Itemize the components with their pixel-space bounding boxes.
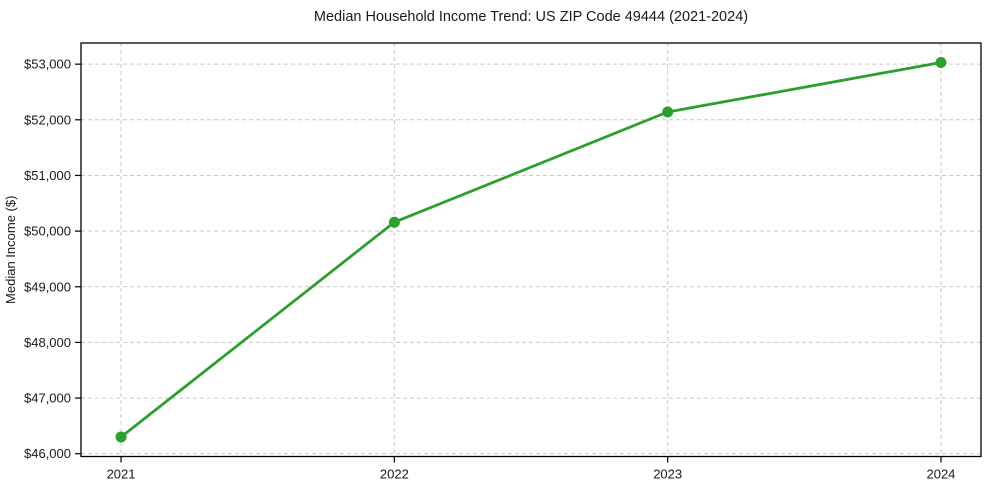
income-trend-line: [119, 61, 943, 439]
x-tick-label: 2023: [653, 467, 682, 482]
y-tick-label: $46,000: [24, 446, 71, 461]
y-tick-label: $49,000: [24, 279, 71, 294]
y-tick-label: $53,000: [24, 57, 71, 72]
data-point-2023: [662, 106, 674, 118]
plot-border: [80, 42, 982, 458]
y-tick-label: $50,000: [24, 224, 71, 239]
data-point-2022: [388, 216, 400, 228]
y-tick-label: $47,000: [24, 391, 71, 406]
y-tick-label: $52,000: [24, 112, 71, 127]
data-point-2024: [935, 56, 947, 68]
y-tick-label: $48,000: [24, 335, 71, 350]
x-tick-label: 2022: [380, 467, 409, 482]
x-tick-label: 2021: [107, 467, 136, 482]
y-axis-label: Median Income ($): [3, 196, 18, 304]
x-tick-label: 2024: [926, 467, 955, 482]
data-point-2021: [115, 431, 127, 443]
y-tick-label: $51,000: [24, 168, 71, 183]
chart-title: Median Household Income Trend: US ZIP Co…: [314, 9, 748, 25]
